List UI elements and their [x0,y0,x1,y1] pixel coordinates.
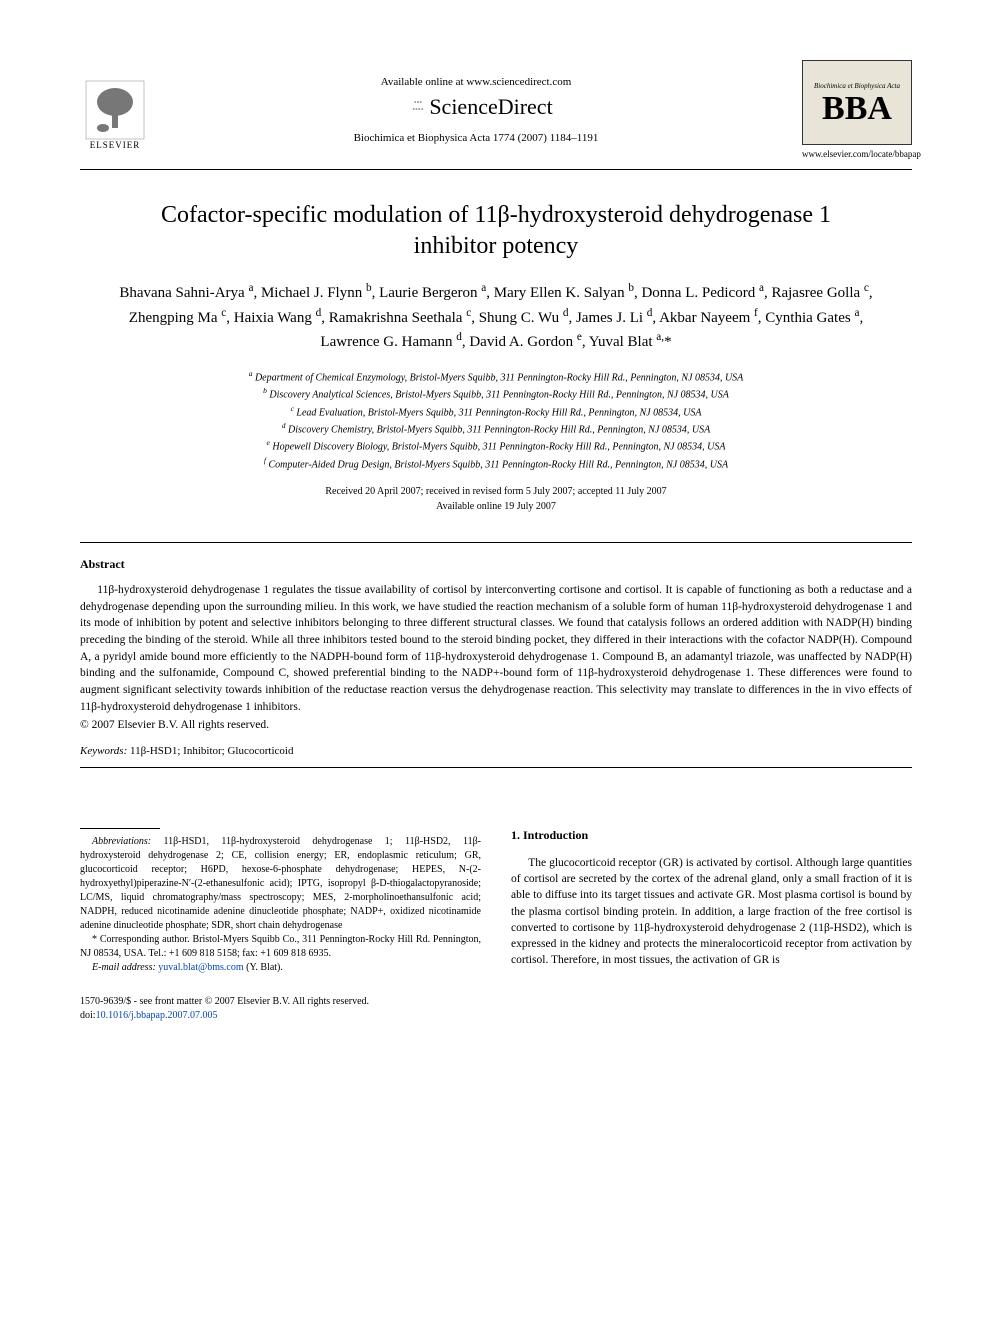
introduction-heading: 1. Introduction [511,828,912,843]
elsevier-tree-icon [85,80,145,140]
affiliation-list: a Department of Chemical Enzymology, Bri… [80,368,912,472]
email-label: E-mail address: [92,962,156,973]
issn-line: 1570-9639/$ - see front matter © 2007 El… [80,995,912,1009]
abstract-heading: Abstract [80,557,912,572]
abstract-top-rule [80,542,912,543]
sd-name: ScienceDirect [429,94,552,120]
keywords-line: Keywords: 11β-HSD1; Inhibitor; Glucocort… [80,745,912,757]
footnote-rule [80,828,160,829]
header-rule [80,169,912,170]
keywords-label: Keywords: [80,745,127,757]
elsevier-label: ELSEVIER [90,140,141,150]
keywords-values: 11β-HSD1; Inhibitor; Glucocorticoid [130,745,293,757]
author-list: Bhavana Sahni-Arya a, Michael J. Flynn b… [100,280,892,354]
corresponding-author-footnote: * Corresponding author. Bristol-Myers Sq… [80,933,481,961]
journal-header: ELSEVIER Available online at www.science… [80,60,912,159]
abstract-copyright: © 2007 Elsevier B.V. All rights reserved… [80,719,912,731]
email-footnote: E-mail address: yuval.blat@bms.com (Y. B… [80,961,481,975]
abbrev-label: Abbreviations: [92,836,151,847]
available-online-text: Available online at www.sciencedirect.co… [150,76,802,88]
abstract-bottom-rule [80,767,912,768]
bba-url: www.elsevier.com/locate/bbapap [802,149,912,159]
doi-line: doi:10.1016/j.bbapap.2007.07.005 [80,1009,912,1023]
bba-logo-block: Biochimica et Biophysica Acta BBA www.el… [802,60,912,159]
received-date: Received 20 April 2007; received in revi… [80,484,912,499]
journal-reference: Biochimica et Biophysica Acta 1774 (2007… [150,132,802,144]
online-date: Available online 19 July 2007 [80,499,912,514]
doi-label: doi: [80,1010,96,1021]
email-author: (Y. Blat). [246,962,283,973]
left-column: Abbreviations: 11β-HSD1, 11β-hydroxyster… [80,828,481,975]
page-footer: 1570-9639/$ - see front matter © 2007 El… [80,995,912,1023]
elsevier-logo: ELSEVIER [80,70,150,150]
introduction-body: The glucocorticoid receptor (GR) is acti… [511,855,912,968]
sd-dot-icon [399,97,425,117]
right-column: 1. Introduction The glucocorticoid recep… [511,828,912,975]
center-header: Available online at www.sciencedirect.co… [150,76,802,144]
abbreviations-footnote: Abbreviations: 11β-HSD1, 11β-hydroxyster… [80,835,481,933]
doi-link[interactable]: 10.1016/j.bbapap.2007.07.005 [96,1010,218,1021]
abbrev-text: 11β-HSD1, 11β-hydroxysteroid dehydrogena… [80,836,481,931]
article-dates: Received 20 April 2007; received in revi… [80,484,912,514]
bba-big-letters: BBA [822,92,892,126]
email-link[interactable]: yuval.blat@bms.com [158,962,243,973]
bba-cover-icon: Biochimica et Biophysica Acta BBA [802,60,912,145]
article-title: Cofactor-specific modulation of 11β-hydr… [120,200,872,262]
abstract-body: 11β-hydroxysteroid dehydrogenase 1 regul… [80,582,912,715]
sciencedirect-logo: ScienceDirect [399,94,552,120]
two-column-region: Abbreviations: 11β-HSD1, 11β-hydroxyster… [80,828,912,975]
